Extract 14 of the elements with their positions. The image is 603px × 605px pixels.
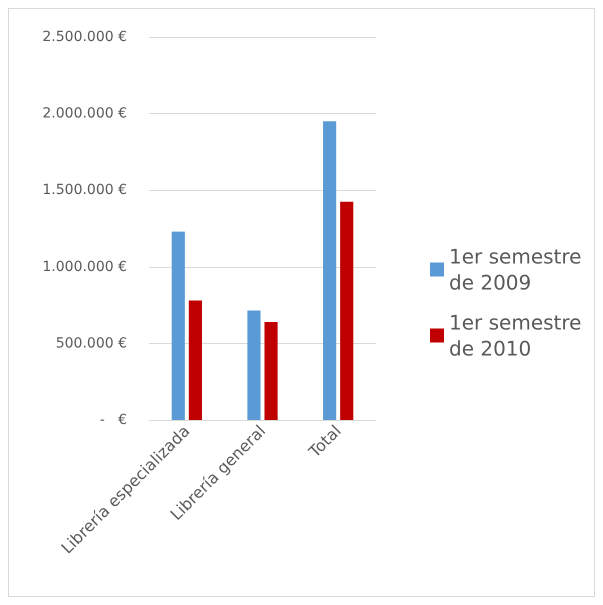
y-tick-label: 2.500.000 € [42,29,127,45]
bar [188,300,202,420]
y-tick-label: - € [100,412,127,428]
bar [323,121,336,420]
y-tick-label: 1.000.000 € [42,258,127,275]
bar [247,310,261,420]
bar [340,202,354,420]
y-tick-label: 500.000 € [56,335,127,352]
y-tick-label: 1.500.000 € [42,182,127,198]
bar [172,232,185,420]
bar [264,322,278,420]
legend-label: 1er semestre de 2010 [449,310,588,360]
legend-label: 1er semestre de 2009 [449,244,588,294]
y-tick-label: 2.000.000 € [42,106,127,122]
